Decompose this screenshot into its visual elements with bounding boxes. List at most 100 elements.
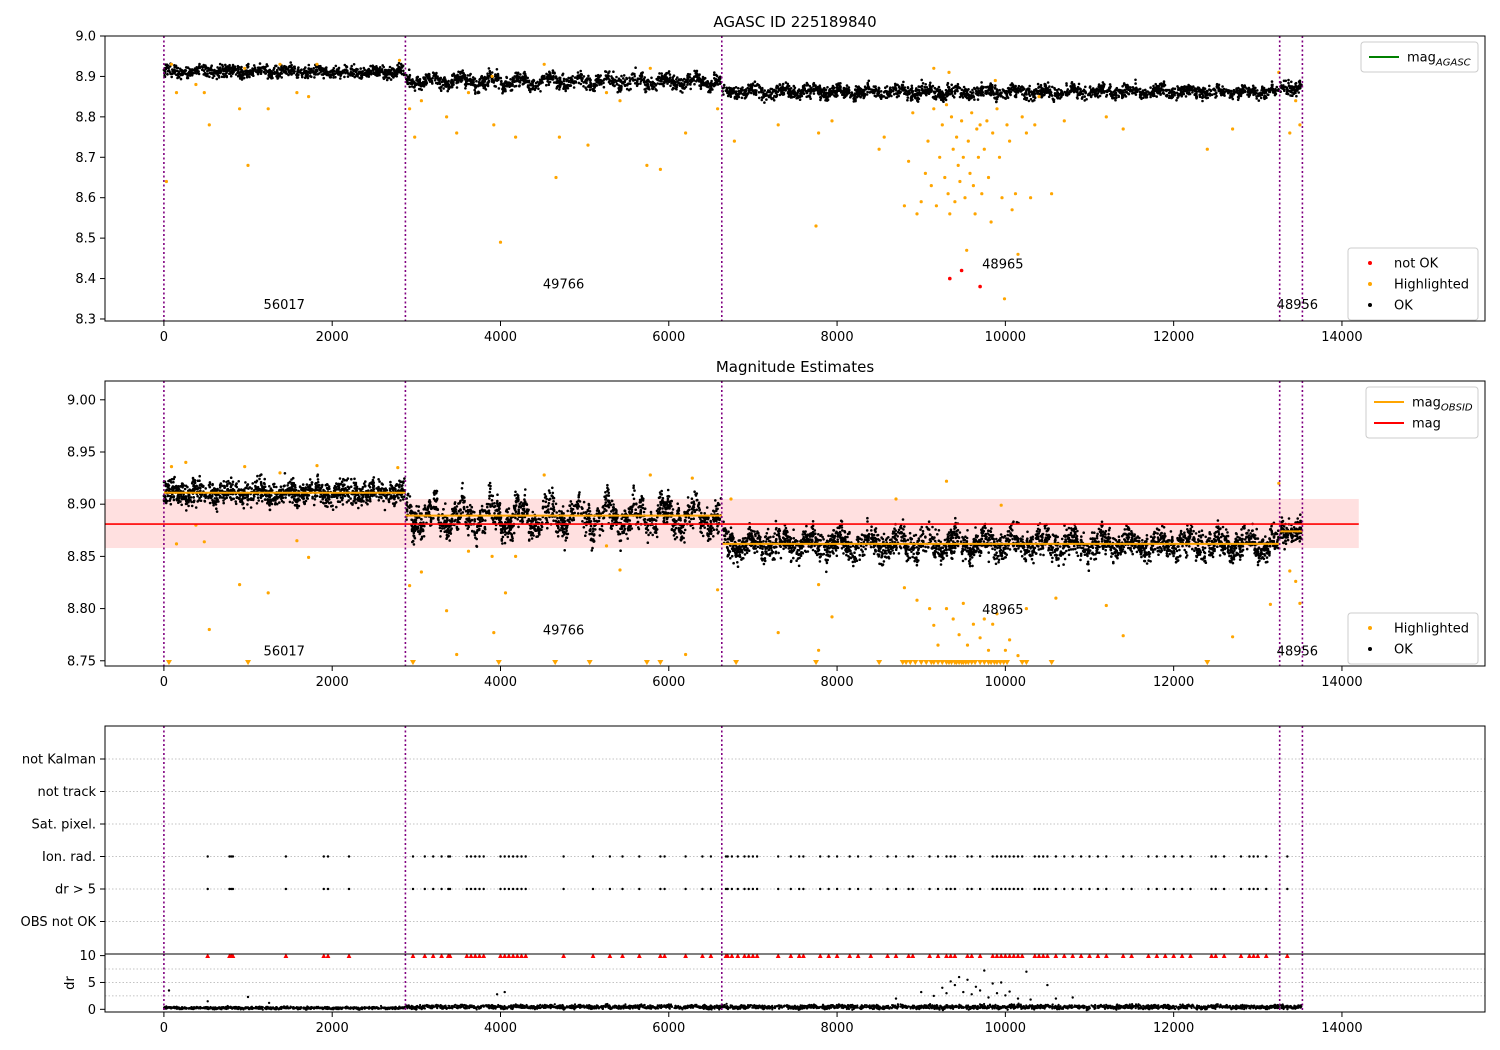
ok-point: [576, 77, 579, 80]
ok-point: [477, 80, 481, 84]
ok-point: [551, 78, 555, 81]
ok-point: [734, 86, 738, 89]
ok-point: [974, 92, 978, 95]
legend-label-main: mag: [1407, 51, 1436, 66]
ok-point: [734, 93, 738, 96]
ok-point: [412, 81, 416, 85]
ok-point: [869, 90, 872, 94]
ok-point: [1120, 91, 1123, 94]
ok-point: [995, 92, 999, 95]
highlighted-point: [923, 171, 928, 175]
ok-point: [677, 78, 681, 81]
ok-point: [522, 72, 526, 75]
ok-point: [406, 82, 410, 86]
highlighted-point: [1013, 192, 1018, 196]
ok-point: [934, 94, 937, 98]
ok-point: [328, 70, 332, 74]
ok-point: [204, 67, 207, 71]
ok-point: [1260, 89, 1263, 92]
ok-point: [236, 74, 240, 78]
ok-point: [553, 72, 556, 75]
ok-point: [667, 71, 670, 75]
ok-point: [611, 77, 615, 81]
ok-point: [190, 504, 194, 508]
ok-point: [1158, 82, 1162, 86]
ok-point: [711, 88, 714, 91]
ok-point: [1169, 91, 1173, 94]
ok-point: [523, 79, 527, 82]
ok-point: [1271, 83, 1274, 87]
ok-point: [1290, 80, 1293, 84]
ok-point: [693, 75, 696, 79]
ok-point: [641, 78, 644, 82]
ok-point: [443, 76, 446, 79]
ok-point: [431, 82, 434, 85]
ok-point: [998, 88, 1001, 92]
ok-point: [245, 64, 249, 67]
ok-point: [368, 71, 372, 74]
ok-point: [1121, 85, 1124, 88]
ok-point: [486, 75, 490, 78]
highlighted-point: [618, 99, 622, 103]
ok-point: [588, 77, 592, 80]
ok-point: [1027, 99, 1031, 103]
highlighted-point: [943, 175, 947, 180]
ok-point: [1290, 89, 1293, 93]
ok-point: [1029, 97, 1033, 101]
ok-point: [554, 75, 558, 78]
ok-point: [781, 82, 785, 86]
ok-point: [659, 79, 662, 83]
ok-point: [505, 75, 508, 79]
ok-point: [230, 66, 233, 69]
ok-point: [239, 76, 242, 79]
ok-point: [359, 67, 363, 70]
ok-point: [290, 67, 294, 71]
ok-point: [328, 501, 331, 505]
ok-point: [631, 76, 634, 80]
ok-point: [381, 64, 385, 67]
ok-point: [910, 96, 913, 99]
ok-point: [258, 62, 262, 65]
ok-point: [377, 478, 380, 481]
ok-point: [341, 503, 345, 506]
highlighted-points: [164, 58, 1302, 301]
ok-point: [1262, 89, 1266, 92]
ok-point: [947, 86, 951, 89]
ok-point: [890, 94, 893, 98]
ok-point: [232, 71, 235, 74]
highlighted-point: [817, 131, 821, 135]
ok-point: [818, 86, 822, 89]
ok-point: [993, 86, 997, 90]
ok-point: [221, 65, 225, 68]
ok-point: [1241, 84, 1245, 88]
ok-point: [319, 64, 322, 68]
highlighted-point: [976, 155, 981, 159]
ok-point: [835, 86, 839, 89]
ok-point: [1084, 91, 1087, 95]
highlighted-point: [877, 147, 881, 151]
highlighted-point: [498, 240, 503, 244]
highlighted-point: [1000, 196, 1004, 200]
ok-point: [1124, 95, 1128, 98]
ok-point: [402, 73, 406, 77]
ok-point: [251, 498, 255, 502]
ok-point: [765, 98, 768, 101]
ok-point: [1195, 89, 1198, 93]
highlighted-point: [985, 119, 989, 123]
highlighted-point: [243, 66, 247, 70]
ok-point: [1112, 96, 1116, 100]
ok-point: [434, 81, 438, 85]
ok-point: [337, 70, 341, 73]
x-tick-label: 4000: [484, 330, 517, 345]
ok-point: [268, 69, 271, 73]
ok-point: [594, 78, 597, 82]
highlighted-point: [970, 111, 974, 115]
ok-point: [1291, 85, 1294, 88]
ok-point: [639, 82, 642, 85]
ok-point: [438, 86, 441, 90]
ok-point: [1295, 94, 1298, 98]
ok-point: [371, 65, 375, 69]
ok-point: [175, 66, 178, 70]
ok-point: [1107, 88, 1111, 91]
ok-point: [1056, 97, 1060, 100]
